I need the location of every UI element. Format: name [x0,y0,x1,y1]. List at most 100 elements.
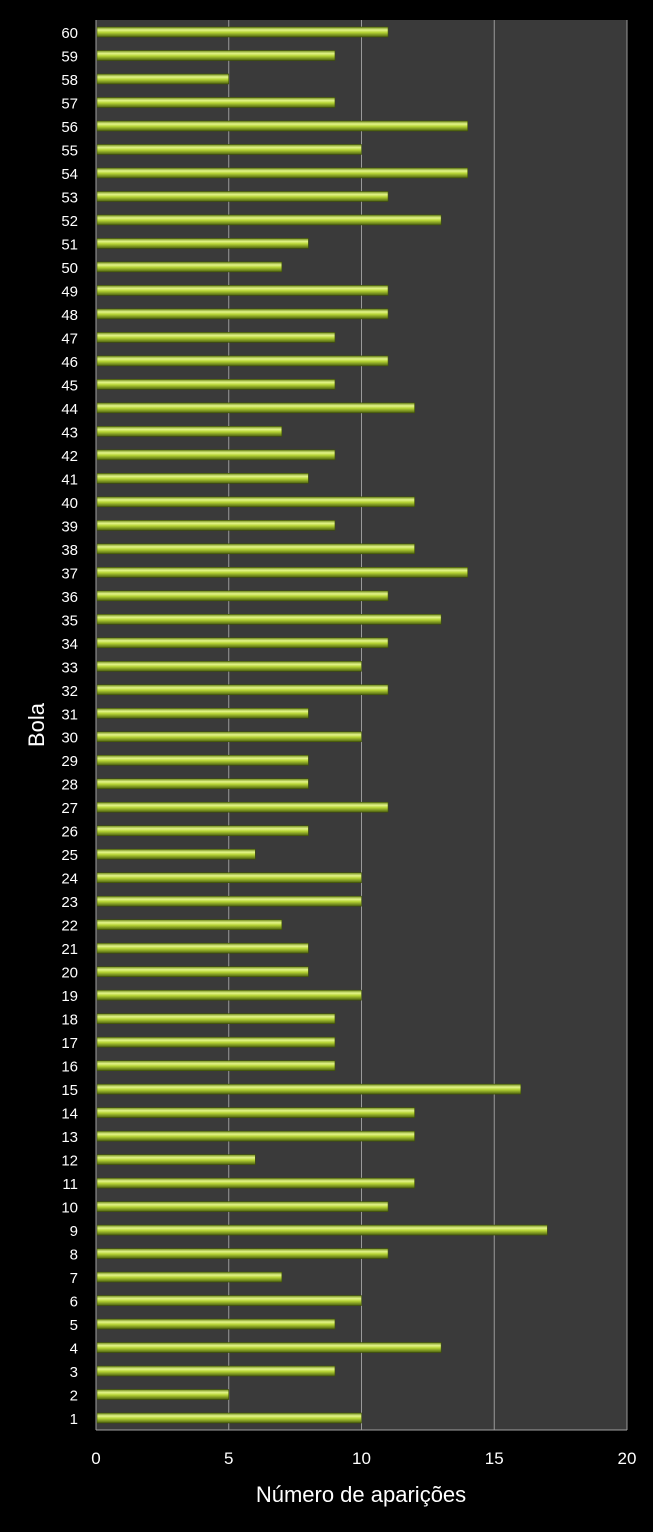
bar-50 [96,261,283,273]
bar-34 [96,637,389,649]
y-tick-label: 60 [61,25,78,42]
y-tick-label: 16 [61,1059,78,1076]
y-tick-label: 13 [61,1129,78,1146]
y-tick-label: 48 [61,307,78,324]
bar-52 [96,214,442,226]
bar-56 [96,120,469,132]
y-tick-label: 18 [61,1012,78,1029]
bar-36 [96,590,389,602]
bar-38 [96,543,415,555]
bar-18 [96,1013,336,1024]
y-tick-label: 19 [61,988,78,1005]
y-tick-label: 52 [61,213,78,230]
y-tick-label: 24 [61,871,78,888]
y-tick-label: 9 [70,1223,78,1240]
bar-23 [96,895,362,907]
y-tick-label: 11 [62,1176,78,1193]
y-tick-label: 26 [61,824,78,841]
y-tick-label: 14 [61,1106,78,1123]
bar-5 [96,1318,336,1330]
bar-48 [96,308,389,320]
bar-26 [96,825,309,837]
x-axis-title: Número de aparições [256,1482,466,1507]
y-tick-label: 53 [61,189,78,206]
y-tick-label: 44 [61,401,78,418]
bar-37 [96,567,469,578]
bar-55 [96,144,362,155]
bar-3 [96,1365,336,1377]
bar-17 [96,1036,336,1048]
bar-7 [96,1271,283,1283]
y-tick-label: 30 [61,730,78,747]
y-tick-label: 46 [61,354,78,371]
y-tick-label: 40 [61,495,78,512]
y-tick-label: 2 [70,1388,78,1405]
bar-14 [96,1107,415,1118]
bar-41 [96,473,309,484]
y-tick-label: 35 [61,612,78,629]
bar-9 [96,1224,548,1236]
y-tick-label: 29 [61,753,78,770]
y-tick-label: 37 [61,565,78,582]
y-tick-label: 36 [61,589,78,606]
bar-31 [96,707,309,719]
bar-51 [96,238,309,249]
y-tick-label: 4 [70,1341,78,1358]
y-tick-label: 43 [61,424,78,441]
y-tick-label: 50 [61,260,78,277]
y-axis-title: Bola [24,702,49,747]
bar-58 [96,73,230,85]
y-tick-label: 51 [61,236,78,253]
y-tick-label: 32 [61,683,78,700]
y-tick-label: 47 [61,330,78,347]
bar-47 [96,332,336,343]
bar-11 [96,1177,415,1189]
bar-15 [96,1083,522,1095]
y-tick-label: 7 [70,1270,78,1287]
bar-54 [96,167,469,179]
y-tick-label: 33 [61,659,78,676]
y-tick-label: 49 [61,283,78,300]
bar-13 [96,1130,415,1142]
bar-33 [96,660,362,672]
bar-44 [96,402,415,414]
bar-46 [96,355,389,367]
y-tick-label: 39 [61,518,78,535]
y-tick-label: 21 [61,941,78,958]
x-tick-label: 10 [352,1449,371,1468]
y-tick-label: 6 [70,1294,78,1311]
bar-43 [96,426,283,437]
y-tick-label: 41 [61,471,78,488]
y-tick-label: 10 [61,1200,78,1217]
bar-8 [96,1248,389,1259]
y-tick-label: 58 [61,72,78,89]
y-tick-label: 42 [61,448,78,465]
bar-42 [96,449,336,461]
bar-29 [96,754,309,766]
bar-30 [96,731,362,743]
bar-45 [96,379,336,390]
y-tick-label: 34 [61,636,78,653]
bar-21 [96,942,309,954]
bar-22 [96,919,283,930]
bar-1 [96,1412,362,1424]
bar-57 [96,97,336,108]
bar-25 [96,848,256,860]
y-tick-label: 55 [61,142,78,159]
y-tick-label: 20 [61,965,78,982]
bar-60 [96,26,389,38]
y-tick-label: 59 [61,48,78,65]
y-tick-label: 45 [61,377,78,394]
bar-53 [96,191,389,202]
x-tick-label: 20 [618,1449,637,1468]
bar-24 [96,872,362,883]
bar-12 [96,1154,256,1165]
bar-19 [96,989,362,1001]
y-tick-label: 27 [61,800,78,817]
y-tick-label: 12 [61,1153,78,1170]
y-tick-label: 17 [61,1035,78,1052]
bar-4 [96,1342,442,1353]
y-tick-label: 54 [61,166,78,183]
bar-28 [96,778,309,790]
